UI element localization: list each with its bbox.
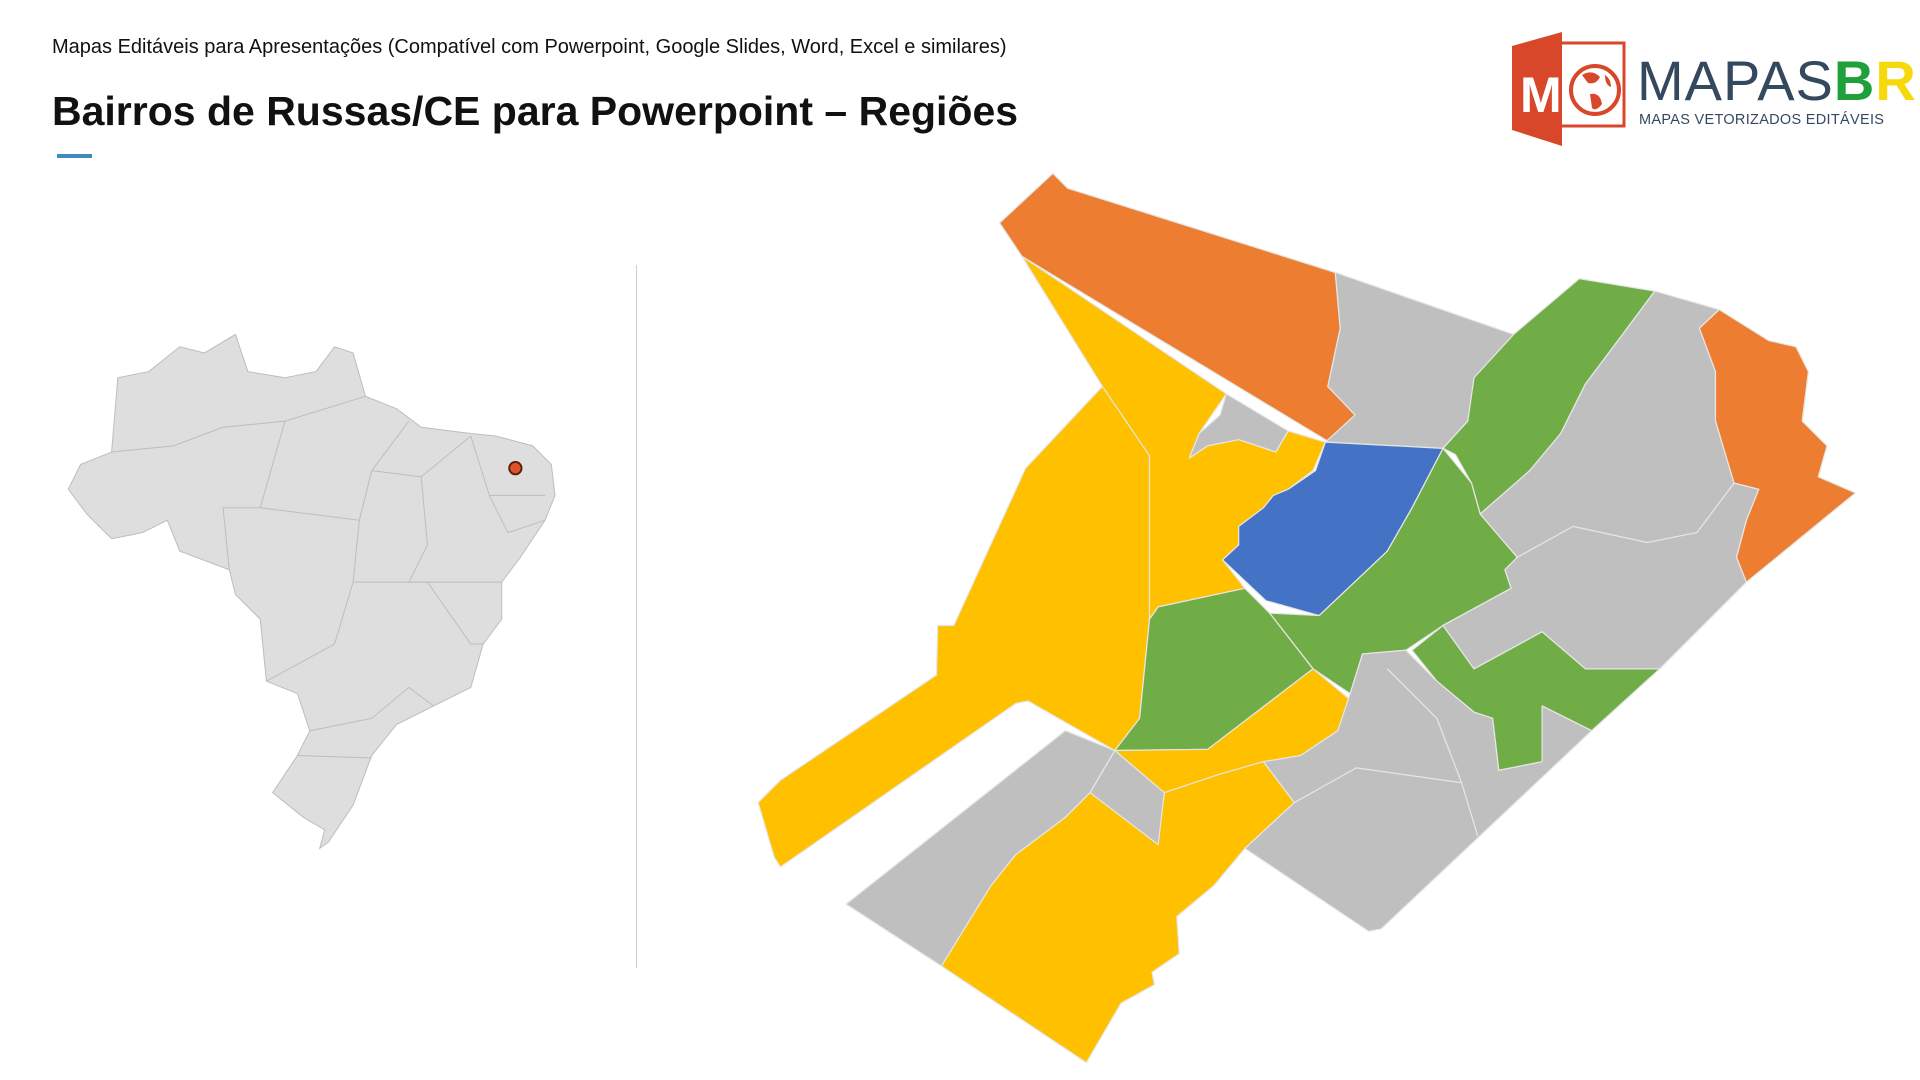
logo-word-r: R bbox=[1875, 49, 1917, 112]
logo-tagline: MAPAS VETORIZADOS EDITÁVEIS bbox=[1639, 112, 1885, 128]
region-orange-east[interactable] bbox=[1698, 309, 1857, 583]
russas-neighborhoods-map bbox=[757, 172, 1857, 1064]
yellow-internal-border bbox=[1101, 386, 1151, 620]
logo-word-mapas: MAPAS bbox=[1637, 49, 1834, 112]
brazil-outline bbox=[67, 333, 556, 850]
brazil-locator-map bbox=[67, 333, 556, 850]
region-gray-southwest[interactable] bbox=[845, 730, 1116, 967]
gray-southeast-internal-border bbox=[1294, 767, 1479, 837]
gray-southeast-internal-border-2 bbox=[1386, 668, 1463, 783]
russas-location-marker bbox=[508, 461, 523, 476]
title-accent-bar bbox=[57, 154, 92, 158]
brazil-state-borders bbox=[111, 395, 546, 759]
logo-word-b: B bbox=[1833, 49, 1876, 112]
divider bbox=[636, 265, 637, 968]
region-gray-southeast[interactable] bbox=[1244, 649, 1593, 932]
presentation-globe-icon: M bbox=[1512, 32, 1626, 146]
logo-wordmark: MAPASBR bbox=[1637, 48, 1917, 113]
gray-east-internal-border bbox=[1517, 482, 1735, 558]
page-title: Bairros de Russas/CE para Powerpoint – R… bbox=[52, 88, 1019, 134]
page-subtitle: Mapas Editáveis para Apresentações (Comp… bbox=[52, 36, 1007, 58]
region-gray-small-south[interactable] bbox=[1089, 749, 1165, 846]
mapasbr-logo: M MAPASBR MAPAS VETORIZADOS EDITÁVEIS bbox=[1510, 30, 1916, 148]
svg-text:M: M bbox=[1520, 67, 1562, 123]
